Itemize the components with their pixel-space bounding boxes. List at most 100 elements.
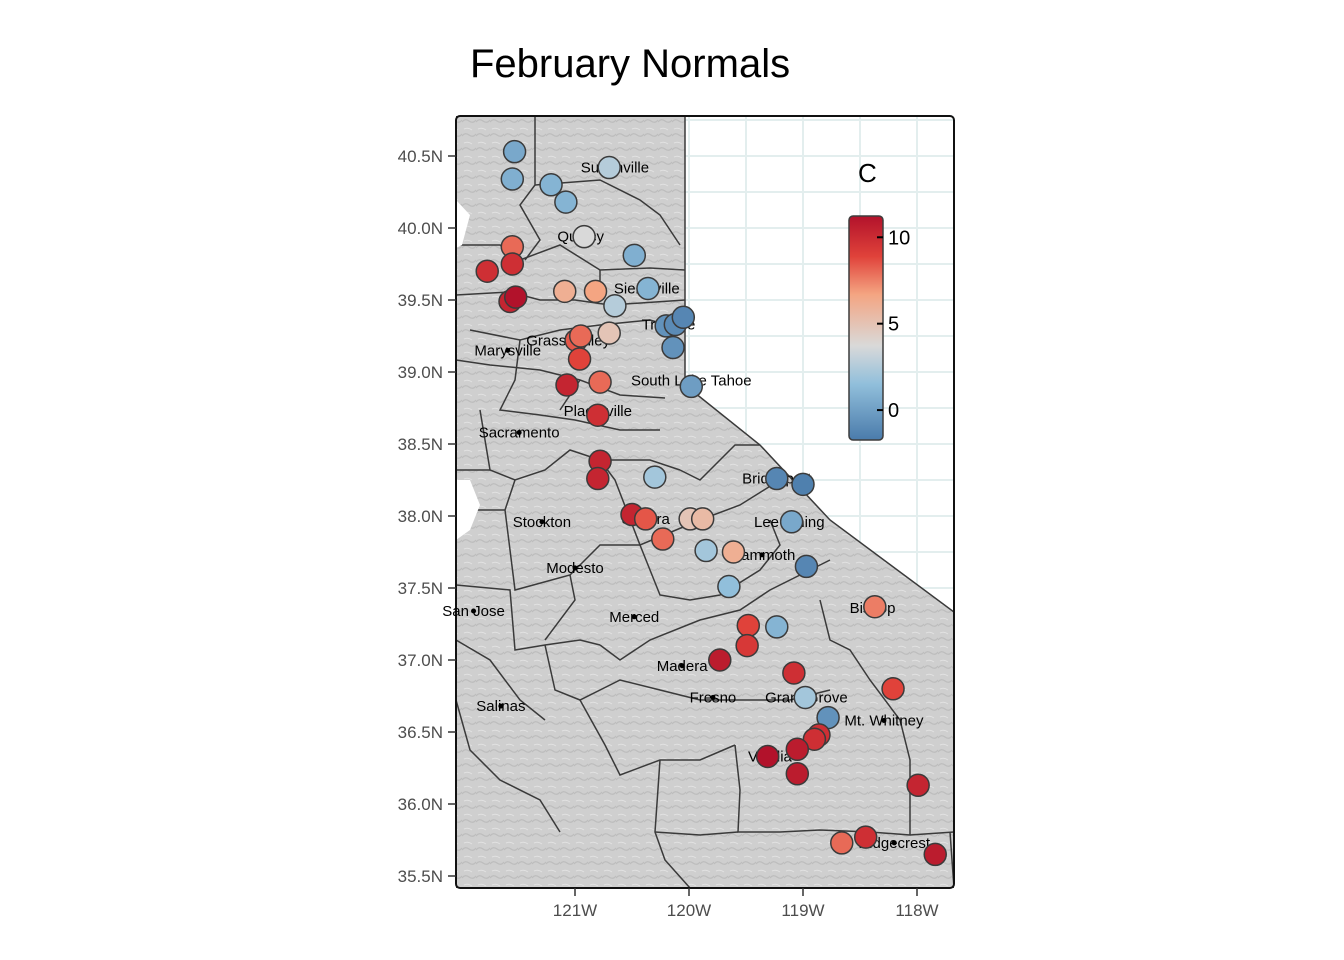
station-point[interactable]	[503, 285, 528, 309]
station-point[interactable]	[794, 554, 819, 579]
lat-tick-label: 38.5N	[398, 435, 443, 454]
station-point[interactable]	[690, 507, 715, 531]
legend-tick-label: 0	[888, 400, 899, 422]
station-point[interactable]	[567, 347, 592, 371]
coastline-ocean	[456, 200, 470, 248]
station-point[interactable]	[633, 507, 658, 531]
station-point[interactable]	[597, 155, 621, 180]
station-point[interactable]	[539, 173, 563, 197]
lon-tick-label: 121W	[553, 901, 597, 920]
station-point[interactable]	[671, 305, 696, 330]
city-label: Mammoth	[729, 547, 796, 564]
station-point[interactable]	[923, 842, 947, 867]
station-point[interactable]	[622, 243, 647, 268]
lat-tick-label: 40.0N	[398, 219, 443, 238]
city-point	[710, 694, 716, 700]
lat-tick-label: 39.5N	[398, 291, 443, 310]
city-point	[505, 347, 511, 353]
legend-tick-label: 5	[888, 314, 899, 336]
axis-layer: 40.5N 40.0N 39.5N 39.0N 38.5N 38.0N 37.5N 37.0N…	[398, 147, 939, 920]
city-point	[498, 703, 504, 709]
city-label: Salinas	[476, 698, 525, 715]
lat-tick-label: 39.0N	[398, 363, 443, 382]
station-point[interactable]	[586, 466, 610, 491]
legend-colorbar	[848, 215, 884, 441]
station-point[interactable]	[736, 613, 761, 638]
station-point[interactable]	[586, 403, 610, 427]
station-point[interactable]	[679, 374, 704, 399]
city-point	[759, 552, 765, 558]
lat-tick-label: 35.5N	[398, 867, 443, 886]
station-point[interactable]	[830, 831, 854, 855]
station-point[interactable]	[554, 190, 578, 214]
station-point[interactable]	[785, 737, 810, 762]
station-point[interactable]	[779, 510, 804, 534]
city-label: Sacramento	[479, 424, 560, 441]
coastline-ocean	[456, 480, 480, 540]
station-point[interactable]	[555, 373, 579, 397]
station-point[interactable]	[782, 661, 806, 685]
station-point[interactable]	[597, 321, 621, 345]
station-point[interactable]	[603, 294, 627, 318]
station-point[interactable]	[755, 744, 780, 769]
station-point[interactable]	[708, 648, 732, 672]
california-landmass	[456, 116, 954, 888]
county-borders	[456, 116, 954, 888]
city-label: Madera	[657, 658, 709, 675]
color-legend: C 10 5 0	[848, 158, 910, 441]
station-point[interactable]	[694, 538, 718, 563]
station-point[interactable]	[791, 472, 815, 497]
city-point	[471, 608, 477, 614]
station-layer	[475, 139, 947, 867]
city-point	[539, 519, 545, 525]
station-point[interactable]	[500, 252, 525, 276]
station-point[interactable]	[765, 466, 789, 491]
legend-ticks: 10 5 0	[877, 227, 910, 422]
city-point	[679, 663, 685, 669]
lon-tick-label: 120W	[667, 901, 711, 920]
city-label: Marysville	[474, 342, 541, 359]
station-point[interactable]	[583, 279, 608, 304]
city-point	[881, 717, 887, 723]
station-point[interactable]	[853, 825, 878, 849]
station-point[interactable]	[717, 574, 741, 599]
city-point	[891, 840, 897, 846]
legend-tick-label: 10	[888, 227, 910, 249]
station-point[interactable]	[785, 762, 810, 786]
lat-tick-label: 38.0N	[398, 507, 443, 526]
station-point[interactable]	[721, 540, 746, 564]
city-point	[572, 565, 578, 571]
station-point[interactable]	[572, 224, 596, 249]
legend-title: C	[858, 158, 877, 188]
station-point[interactable]	[502, 139, 527, 164]
lat-tick-label: 36.5N	[398, 723, 443, 742]
lat-tick-label: 40.5N	[398, 147, 443, 166]
city-label: Modesto	[546, 560, 604, 577]
station-point[interactable]	[500, 167, 525, 191]
station-point[interactable]	[651, 527, 675, 551]
station-point[interactable]	[793, 685, 818, 710]
station-point[interactable]	[552, 279, 577, 304]
station-point[interactable]	[863, 594, 887, 619]
city-label: Mt. Whitney	[844, 712, 924, 729]
lon-tick-label: 119W	[781, 901, 824, 920]
station-point[interactable]	[881, 677, 905, 701]
city-point	[516, 429, 522, 435]
station-point[interactable]	[643, 465, 667, 489]
station-point[interactable]	[906, 773, 930, 798]
station-point[interactable]	[661, 335, 685, 360]
station-point[interactable]	[588, 370, 612, 394]
station-point[interactable]	[475, 259, 499, 283]
map-panel-border	[455, 115, 955, 889]
station-point[interactable]	[636, 276, 660, 301]
city-label: Stockton	[513, 514, 571, 531]
lat-tick-label: 36.0N	[398, 795, 443, 814]
station-point[interactable]	[802, 727, 827, 751]
map-title: February Normals	[470, 42, 791, 86]
lat-tick-label: 37.0N	[398, 651, 443, 670]
station-point[interactable]	[735, 633, 759, 658]
station-point[interactable]	[568, 324, 593, 348]
city-point	[631, 614, 637, 620]
station-point[interactable]	[765, 615, 789, 639]
